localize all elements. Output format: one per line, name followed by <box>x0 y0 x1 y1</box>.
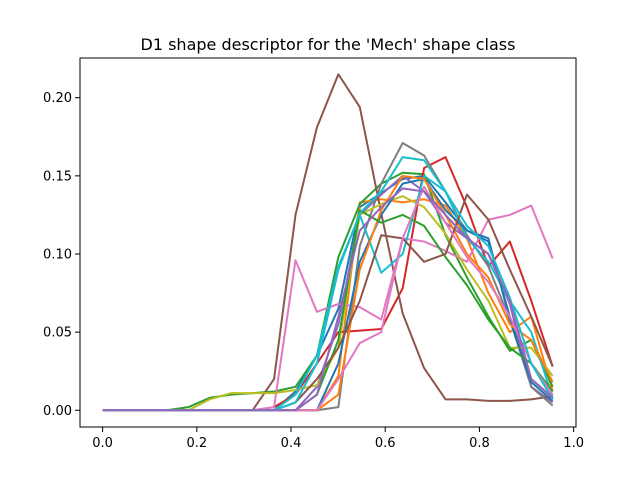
y-axis: 0.00 0.05 0.10 0.15 0.20 <box>43 91 80 419</box>
y-tick-label: 0.05 <box>43 326 72 341</box>
y-tick-label: 0.10 <box>43 247 72 262</box>
x-tick-label: 0.4 <box>281 436 302 451</box>
series-line-17 <box>102 187 554 412</box>
y-tick-label: 0.15 <box>43 169 72 184</box>
series-line-12 <box>102 174 554 412</box>
series-line-8 <box>102 142 554 412</box>
x-tick-label: 0.0 <box>92 436 113 451</box>
series-line-10 <box>102 174 554 412</box>
series-line-15 <box>102 185 554 412</box>
x-tick-label: 0.2 <box>186 436 207 451</box>
x-tick-label: 0.8 <box>469 436 490 451</box>
series-line-5 <box>102 174 554 412</box>
chart-title: D1 shape descriptor for the 'Mech' shape… <box>141 35 516 54</box>
x-tick-label: 1.0 <box>563 436 584 451</box>
series-line-1 <box>102 174 554 412</box>
y-tick-label: 0.00 <box>43 404 72 419</box>
y-tick-label: 0.20 <box>43 91 72 106</box>
x-axis: 0.0 0.2 0.4 0.6 0.8 1.0 <box>92 427 584 451</box>
series-layer <box>102 73 554 412</box>
x-tick-label: 0.6 <box>375 436 396 451</box>
series-line-3 <box>102 171 554 412</box>
axes-frame <box>79 57 577 428</box>
